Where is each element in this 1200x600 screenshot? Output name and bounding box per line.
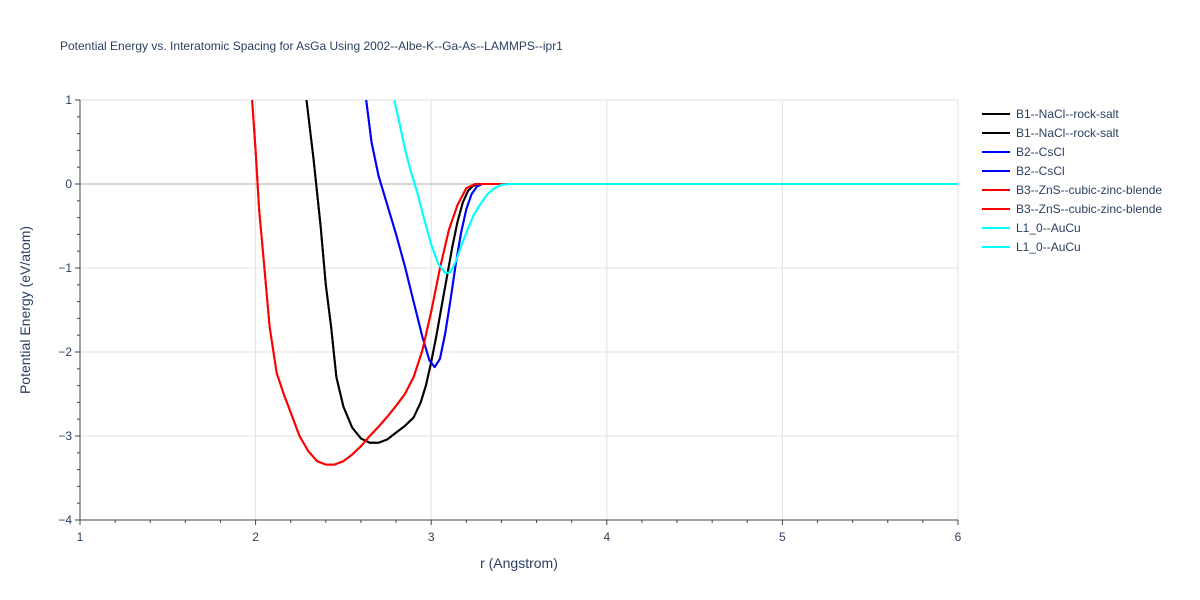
x-tick-label: 2: [252, 530, 259, 544]
axis-ticks: 1 2 3 4 5 6 −4 −3 −2 −1 0 1: [58, 93, 961, 544]
x-tick-label: 1: [77, 530, 84, 544]
legend-label: B3--ZnS--cubic-zinc-blende: [1016, 183, 1162, 197]
x-tick-label: 5: [779, 530, 786, 544]
legend-item[interactable]: B2--CsCl: [982, 145, 1065, 159]
y-tick-label: −2: [58, 345, 72, 359]
legend-item[interactable]: B3--ZnS--cubic-zinc-blende: [982, 183, 1162, 197]
series-line-1: [305, 100, 958, 444]
legend-item[interactable]: B2--CsCl: [982, 164, 1065, 178]
y-tick-label: −1: [58, 261, 72, 275]
series-line-6: [251, 100, 958, 466]
legend-item[interactable]: B1--NaCl--rock-salt: [982, 107, 1119, 121]
x-tick-label: 6: [955, 530, 962, 544]
grid-lines: [80, 99, 959, 520]
series-line-4: [365, 100, 958, 369]
plot-area: [251, 100, 958, 466]
legend-label: B1--NaCl--rock-salt: [1016, 126, 1119, 140]
chart-title: Potential Energy vs. Interatomic Spacing…: [60, 39, 563, 53]
y-tick-label: 0: [65, 177, 72, 191]
legend-label: L1_0--AuCu: [1016, 240, 1081, 254]
series-line-8: [393, 100, 958, 274]
legend-item[interactable]: B3--ZnS--cubic-zinc-blende: [982, 202, 1162, 216]
series-line-2: [305, 100, 958, 444]
x-axis-title: r (Angstrom): [480, 555, 558, 571]
legend-label: B1--NaCl--rock-salt: [1016, 107, 1119, 121]
y-tick-label: −3: [58, 429, 72, 443]
y-tick-label: 1: [65, 93, 72, 107]
legend-item[interactable]: L1_0--AuCu: [982, 221, 1081, 235]
legend: B1--NaCl--rock-salt B1--NaCl--rock-salt B2…: [982, 107, 1162, 254]
y-tick-label: −4: [58, 513, 72, 527]
y-axis-title: Potential Energy (eV/atom): [17, 226, 33, 394]
series-lines: [251, 100, 958, 466]
legend-label: L1_0--AuCu: [1016, 221, 1081, 235]
series-line-5: [251, 100, 958, 466]
x-tick-label: 4: [603, 530, 610, 544]
legend-label: B3--ZnS--cubic-zinc-blende: [1016, 202, 1162, 216]
legend-item[interactable]: L1_0--AuCu: [982, 240, 1081, 254]
legend-label: B2--CsCl: [1016, 145, 1065, 159]
x-tick-label: 3: [428, 530, 435, 544]
legend-item[interactable]: B1--NaCl--rock-salt: [982, 126, 1119, 140]
legend-label: B2--CsCl: [1016, 164, 1065, 178]
